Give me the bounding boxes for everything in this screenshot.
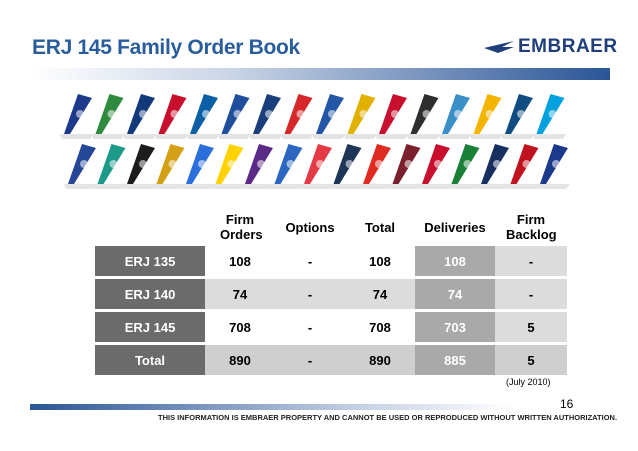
airline-tail-105 xyxy=(211,144,246,189)
slide-title: ERJ 145 Family Order Book xyxy=(32,36,300,59)
airline-tail-107 xyxy=(270,144,305,189)
cell-firm-orders: 708 xyxy=(205,312,275,342)
cell-options: - xyxy=(275,279,345,309)
cell-backlog: - xyxy=(495,279,567,309)
footer-disclaimer: THIS INFORMATION IS EMBRAER PROPERTY AND… xyxy=(158,413,618,422)
title-underline-bar xyxy=(30,68,610,80)
airline-tail-7 xyxy=(280,94,315,139)
cell-total: 108 xyxy=(345,246,415,276)
header-blank xyxy=(95,211,205,243)
airline-tail-109 xyxy=(329,144,364,189)
cell-firm-orders: 890 xyxy=(205,345,275,375)
cell-firm-orders: 74 xyxy=(205,279,275,309)
cell-deliveries: 885 xyxy=(415,345,495,375)
airline-tails-image xyxy=(60,94,570,189)
airline-tail-101 xyxy=(93,144,128,189)
airline-tail-114 xyxy=(477,144,511,189)
header-options: Options xyxy=(285,219,335,235)
header-firm-backlog: Firm Backlog xyxy=(506,212,557,242)
airline-tail-11 xyxy=(406,94,441,139)
cell-options: - xyxy=(275,246,345,276)
airline-tail-104 xyxy=(182,144,216,189)
footer-bar xyxy=(30,404,515,410)
row-label: Total xyxy=(95,345,205,375)
airline-tail-10 xyxy=(375,94,409,139)
airline-tail-106 xyxy=(241,144,275,189)
airline-tail-0 xyxy=(60,94,94,139)
table-row: ERJ 145 708 - 708 703 5 xyxy=(95,312,567,342)
row-label: ERJ 145 xyxy=(95,312,205,342)
airline-tail-111 xyxy=(388,144,423,189)
cell-options: - xyxy=(275,345,345,375)
airline-tail-103 xyxy=(152,144,187,189)
airline-tail-100 xyxy=(64,144,98,189)
airline-tail-8 xyxy=(312,94,346,139)
logo-text: EMBRAER xyxy=(518,36,618,57)
airline-tail-9 xyxy=(343,94,378,139)
row-label: ERJ 140 xyxy=(95,279,205,309)
airline-tail-112 xyxy=(418,144,452,189)
header-deliveries: Deliveries xyxy=(424,219,486,235)
cell-backlog: 5 xyxy=(495,345,567,375)
table-row: ERJ 140 74 - 74 74 - xyxy=(95,279,567,309)
airline-tail-12 xyxy=(438,94,472,139)
airline-tail-2 xyxy=(123,94,157,139)
embraer-logo: EMBRAER xyxy=(484,36,618,58)
airline-tail-1 xyxy=(91,94,126,139)
airline-tail-3 xyxy=(154,94,189,139)
airline-tail-4 xyxy=(186,94,220,139)
airline-tail-14 xyxy=(501,94,535,139)
cell-backlog: - xyxy=(495,246,567,276)
date-note: (July 2010) xyxy=(506,377,551,387)
cell-options: - xyxy=(275,312,345,342)
airline-tail-108 xyxy=(300,144,334,189)
cell-total: 74 xyxy=(345,279,415,309)
airline-tail-115 xyxy=(506,144,541,189)
airline-tail-13 xyxy=(469,94,504,139)
cell-backlog: 5 xyxy=(495,312,567,342)
page-number: 16 xyxy=(560,397,574,411)
cell-deliveries: 74 xyxy=(415,279,495,309)
embraer-wing-icon xyxy=(484,41,514,53)
cell-firm-orders: 108 xyxy=(205,246,275,276)
airline-tail-113 xyxy=(447,144,482,189)
table-header-row: Firm Orders Options Total Deliveries Fir… xyxy=(95,211,567,243)
table-row: Total 890 - 890 885 5 xyxy=(95,345,567,375)
table-row: ERJ 135 108 - 108 108 - xyxy=(95,246,567,276)
row-label: ERJ 135 xyxy=(95,246,205,276)
header-total: Total xyxy=(364,219,396,235)
order-book-table: Firm Orders Options Total Deliveries Fir… xyxy=(95,208,567,378)
airline-tail-110 xyxy=(359,144,393,189)
cell-deliveries: 703 xyxy=(415,312,495,342)
cell-total: 708 xyxy=(345,312,415,342)
airline-tail-102 xyxy=(123,144,157,189)
header-firm-orders: Firm Orders xyxy=(220,212,263,242)
airline-tail-5 xyxy=(217,94,252,139)
cell-deliveries: 108 xyxy=(415,246,495,276)
cell-total: 890 xyxy=(345,345,415,375)
airline-tail-116 xyxy=(536,144,570,189)
airline-tail-6 xyxy=(249,94,283,139)
airline-tail-15 xyxy=(532,94,567,139)
